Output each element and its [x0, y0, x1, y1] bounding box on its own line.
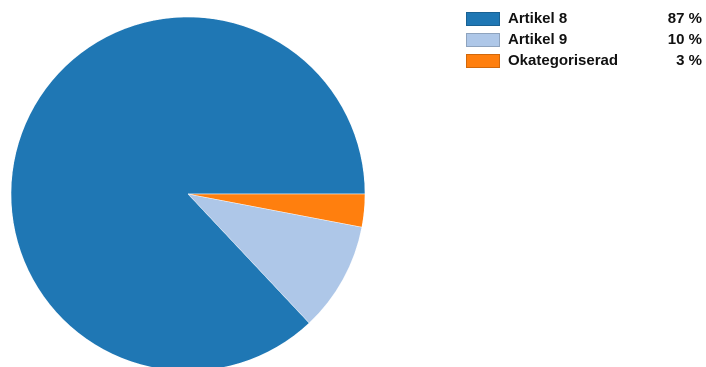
legend: Artikel 8 87 % Artikel 9 10 % Okategoris…: [466, 8, 702, 71]
legend-swatch-okategoriserad: [466, 53, 500, 68]
pie-slice-artikel-8: [10, 16, 366, 367]
legend-label-artikel-8: Artikel 8: [508, 10, 568, 27]
legend-item-okategoriserad: Okategoriserad 3 %: [466, 50, 702, 71]
legend-item-artikel-9: Artikel 9 10 %: [466, 29, 702, 50]
legend-value-artikel-9: 10 %: [667, 31, 702, 48]
legend-value-artikel-8: 87 %: [667, 10, 702, 27]
legend-label-artikel-9: Artikel 9: [508, 31, 568, 48]
legend-swatch-artikel-8: [466, 11, 500, 26]
pie-slice-okategoriserad: [187, 193, 366, 228]
legend-item-artikel-8: Artikel 8 87 %: [466, 8, 702, 29]
legend-value-okategoriserad: 3 %: [676, 52, 702, 69]
legend-swatch-artikel-9: [466, 32, 500, 47]
pie-slice-artikel-9: [187, 193, 363, 324]
legend-label-okategoriserad: Okategoriserad: [508, 52, 619, 69]
